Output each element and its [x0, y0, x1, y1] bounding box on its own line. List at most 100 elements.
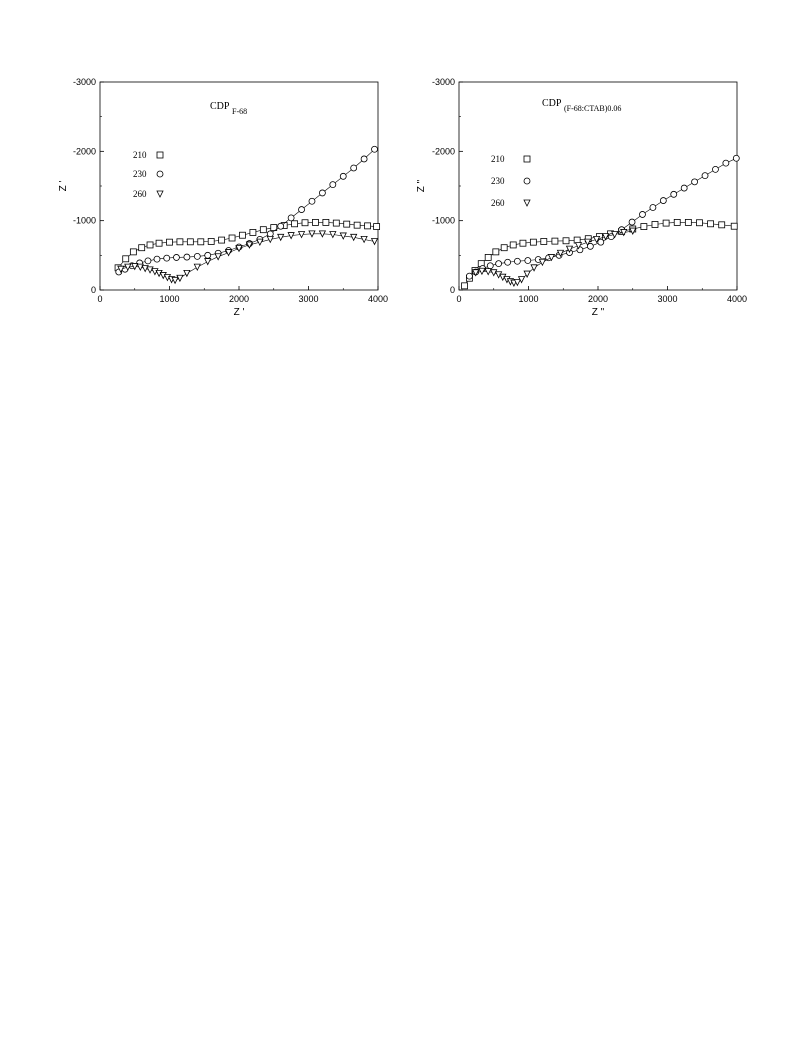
legend-marker-260: [156, 190, 164, 198]
data-point: [373, 223, 381, 230]
y-tick-label: 0: [450, 285, 455, 295]
data-point: [235, 244, 243, 253]
legend-label-260: 260: [133, 189, 147, 199]
data-point: [141, 265, 149, 273]
data-point: [197, 238, 205, 246]
data-point: [163, 254, 171, 262]
data-point: [129, 248, 137, 256]
data-point: [519, 239, 527, 247]
figure: CDP F-68 Z ' Z ' 210 230 260 0 1000 2000 30…: [0, 0, 793, 340]
series-210: [114, 218, 381, 272]
data-point: [318, 189, 326, 197]
y-axis-label: Z ': [58, 181, 69, 192]
data-point: [350, 164, 358, 172]
data-point: [601, 233, 610, 241]
data-point: [530, 264, 538, 272]
series-line-230: [118, 149, 375, 273]
data-point: [583, 238, 592, 247]
data-point: [138, 244, 146, 252]
data-point: [597, 238, 605, 246]
data-point: [124, 263, 132, 272]
data-point: [117, 265, 125, 274]
data-point: [556, 249, 565, 258]
data-point: [339, 232, 347, 240]
x-tick-label: 4000: [368, 294, 388, 304]
data-point: [144, 257, 152, 265]
data-point: [204, 251, 212, 259]
data-point: [186, 238, 194, 246]
legend-label-210: 210: [133, 150, 147, 160]
data-point: [360, 235, 368, 244]
data-point: [329, 181, 337, 189]
data-point: [461, 282, 468, 290]
data-point: [472, 269, 480, 277]
data-point: [659, 197, 667, 204]
data-point: [712, 165, 719, 173]
x-tick-label: 4000: [727, 294, 747, 304]
data-point: [360, 155, 368, 163]
data-point: [176, 238, 184, 246]
data-point: [277, 233, 285, 242]
data-point: [504, 258, 512, 266]
y-tick-label: -2000: [73, 146, 96, 156]
data-point: [183, 269, 191, 278]
data-point: [173, 254, 180, 261]
data-point: [629, 227, 637, 235]
data-point: [611, 231, 619, 239]
data-point: [466, 272, 473, 280]
y-tick-label: -3000: [432, 77, 455, 87]
data-point: [718, 221, 726, 229]
data-point: [628, 218, 636, 226]
legend-marker-210: [523, 155, 531, 163]
data-point: [684, 218, 692, 226]
x-axis-label: Z ": [592, 307, 605, 318]
data-point: [249, 229, 257, 236]
data-point: [639, 211, 646, 218]
data-point: [478, 267, 486, 276]
data-point: [364, 222, 371, 230]
x-tick-label: 1000: [159, 294, 179, 304]
data-point: [287, 232, 295, 240]
x-tick-label: 0: [456, 294, 461, 304]
data-point: [266, 230, 274, 238]
data-point: [662, 219, 670, 227]
legend-label-230: 230: [491, 176, 505, 186]
data-point: [287, 214, 295, 222]
y-tick-label: -2000: [432, 146, 455, 156]
legend-label-260: 260: [491, 198, 505, 208]
data-point: [701, 172, 709, 180]
series-line-210: [464, 222, 735, 286]
data-point: [707, 220, 714, 228]
data-point: [214, 253, 222, 261]
data-point: [259, 226, 267, 234]
data-point: [573, 236, 581, 244]
nyquist-charts: CDP F-68 Z ' Z ' 210 230 260 0 1000 2000 30…: [58, 77, 747, 318]
data-point: [171, 276, 179, 285]
data-point: [691, 178, 699, 186]
chart-title-subscript: (F-68:CTAB)0.06: [564, 104, 621, 113]
data-point: [153, 255, 161, 263]
data-point: [722, 159, 730, 167]
data-point: [228, 234, 236, 242]
data-point: [651, 221, 659, 228]
y-tick-label: -1000: [432, 216, 455, 226]
data-point: [484, 254, 492, 261]
data-point: [353, 221, 361, 229]
data-point: [523, 270, 531, 278]
data-point: [322, 218, 330, 226]
series-230: [466, 154, 740, 280]
data-point: [193, 263, 201, 272]
x-tick-label: 3000: [657, 294, 677, 304]
data-point: [670, 190, 678, 198]
data-point: [673, 218, 681, 226]
data-point: [155, 239, 163, 247]
x-tick-label: 3000: [298, 294, 318, 304]
data-point: [592, 235, 601, 244]
y-axis-label: Z ": [416, 179, 427, 192]
data-point: [495, 260, 503, 268]
data-point: [297, 231, 306, 239]
data-point: [649, 204, 657, 211]
data-point: [308, 230, 316, 238]
legend-marker-230: [156, 170, 164, 178]
data-point: [122, 255, 130, 263]
